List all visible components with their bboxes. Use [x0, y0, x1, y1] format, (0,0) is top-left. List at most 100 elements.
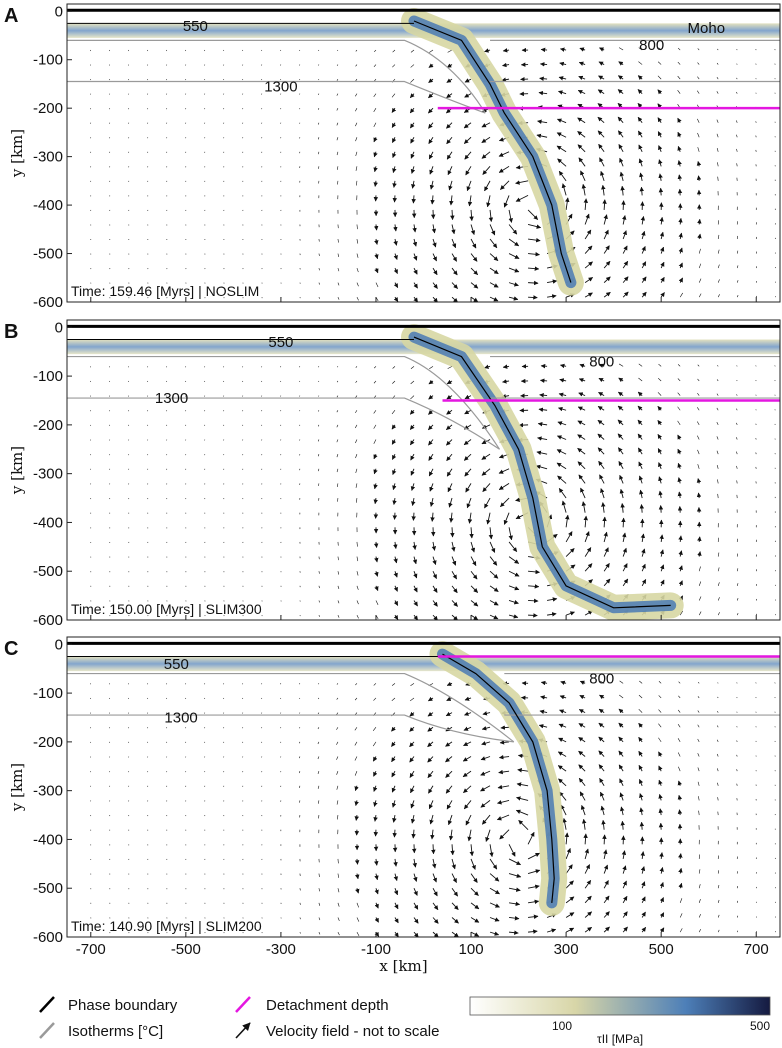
- velocity-arrow: [318, 380, 320, 382]
- velocity-arrow: [446, 78, 453, 83]
- velocity-arrow: [603, 276, 611, 283]
- velocity-arrow: [583, 515, 589, 528]
- velocity-arrow: [463, 785, 472, 794]
- velocity-arrow: [446, 151, 453, 160]
- velocity-arrow: [489, 585, 499, 592]
- velocity-arrow: [428, 122, 434, 129]
- velocity-arrow: [410, 483, 416, 491]
- velocity-arrow: [485, 829, 491, 842]
- velocity-arrow: [413, 585, 418, 593]
- velocity-arrow: [318, 902, 321, 906]
- velocity-arrow: [445, 785, 453, 794]
- velocity-arrow: [697, 551, 702, 557]
- velocity-arrow: [448, 180, 453, 191]
- velocity-arrow: [677, 89, 681, 94]
- velocity-arrow: [678, 867, 683, 874]
- slab-phase-boundary: [413, 20, 572, 283]
- velocity-arrow: [736, 740, 738, 742]
- velocity-arrow: [451, 267, 458, 276]
- isotherms: [67, 672, 780, 743]
- velocity-arrow: [356, 917, 360, 922]
- velocity-arrow: [577, 420, 586, 426]
- velocity-arrow: [579, 680, 586, 685]
- velocity-arrow: [584, 563, 593, 572]
- velocity-arrow: [599, 680, 605, 684]
- velocity-arrow: [659, 912, 665, 918]
- velocity-arrow: [484, 497, 491, 509]
- velocity-arrow: [391, 424, 397, 430]
- velocity-arrow: [679, 898, 683, 903]
- velocity-arrow: [374, 238, 379, 245]
- velocity-arrow: [716, 739, 719, 743]
- velocity-arrow: [774, 49, 776, 51]
- velocity-arrow: [392, 497, 397, 506]
- velocity-arrow: [774, 682, 776, 684]
- velocity-arrow: [617, 89, 624, 94]
- velocity-arrow: [411, 829, 416, 839]
- velocity-arrow: [428, 63, 434, 68]
- velocity-arrow: [413, 600, 418, 607]
- velocity-arrow: [736, 769, 738, 772]
- velocity-arrow: [410, 49, 415, 53]
- velocity-arrow: [445, 741, 453, 747]
- velocity-arrow: [622, 260, 629, 269]
- velocity-arrow: [481, 453, 491, 460]
- velocity-arrow: [598, 377, 605, 383]
- velocity-arrow: [755, 121, 757, 123]
- velocity-arrow: [373, 697, 377, 701]
- velocity-arrow: [393, 296, 399, 302]
- velocity-arrow: [427, 696, 434, 702]
- velocity-arrow: [538, 407, 548, 412]
- velocity-arrow: [528, 929, 538, 934]
- velocity-arrow: [698, 581, 702, 586]
- velocity-arrow: [355, 483, 358, 488]
- velocity-arrow: [375, 600, 379, 605]
- velocity-arrow: [336, 683, 339, 685]
- velocity-arrow: [528, 266, 540, 271]
- velocity-arrow: [678, 550, 683, 557]
- velocity-arrow: [498, 151, 510, 157]
- velocity-arrow: [488, 527, 494, 540]
- velocity-arrow: [445, 756, 453, 763]
- velocity-arrow: [354, 858, 360, 865]
- velocity-arrow: [698, 611, 702, 616]
- velocity-arrow: [374, 888, 379, 895]
- velocity-arrow: [678, 247, 683, 254]
- velocity-arrow: [464, 696, 472, 701]
- velocity-arrow: [446, 63, 453, 68]
- velocity-arrow: [697, 536, 702, 543]
- velocity-arrow: [470, 902, 480, 910]
- velocity-arrow: [717, 711, 719, 713]
- velocity-arrow: [373, 453, 378, 460]
- velocity-arrow: [355, 454, 358, 459]
- velocity-arrow: [354, 741, 358, 746]
- velocity-arrow: [318, 585, 320, 589]
- velocity-arrow: [755, 437, 757, 440]
- velocity-arrow: [565, 880, 574, 889]
- velocity-arrow: [372, 741, 377, 747]
- velocity-arrow: [393, 873, 398, 882]
- slab-phase-boundary: [442, 653, 555, 903]
- velocity-arrow: [336, 741, 339, 745]
- velocity-arrow: [464, 151, 472, 160]
- velocity-arrow: [409, 741, 415, 748]
- velocity-arrow: [698, 566, 701, 572]
- velocity-arrow: [373, 770, 378, 777]
- velocity-arrow: [317, 771, 320, 775]
- velocity-arrow: [535, 464, 548, 470]
- velocity-arrow: [470, 600, 479, 607]
- velocity-arrow: [658, 793, 663, 801]
- velocity-arrow: [470, 858, 476, 870]
- velocity-arrow: [716, 119, 719, 123]
- velocity-arrow: [373, 468, 378, 475]
- velocity-arrow: [429, 483, 434, 492]
- velocity-arrow: [678, 580, 683, 587]
- velocity-arrow: [299, 49, 301, 52]
- velocity-arrow: [659, 534, 664, 543]
- velocity-arrow: [500, 180, 510, 190]
- velocity-arrow: [410, 151, 415, 159]
- velocity-arrow: [317, 697, 320, 700]
- velocity-arrow: [558, 488, 567, 499]
- velocity-arrow: [318, 93, 320, 95]
- velocity-arrow: [640, 866, 646, 874]
